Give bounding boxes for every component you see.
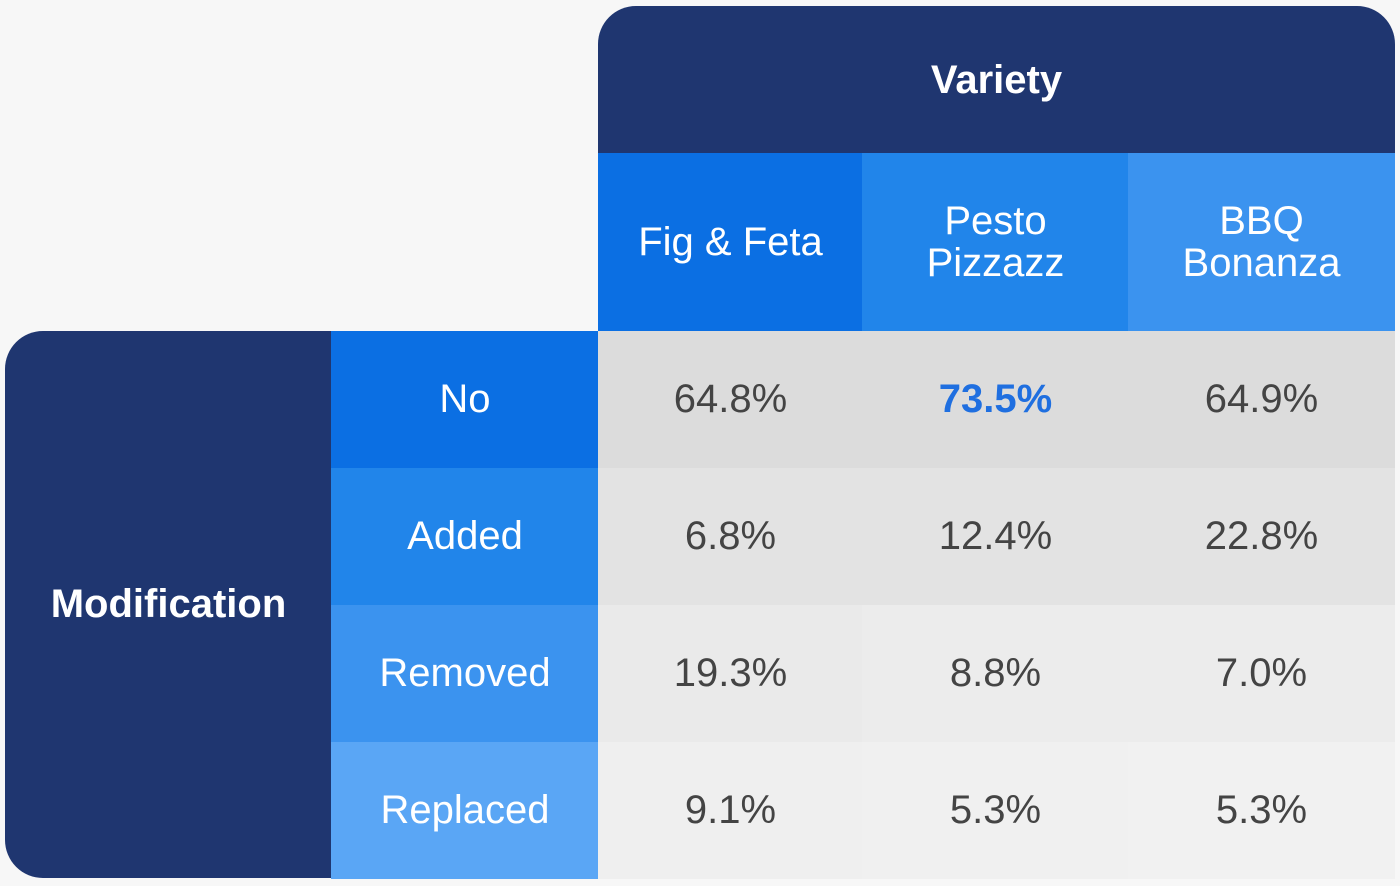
cell-no-col3: 64.9% <box>1128 331 1395 468</box>
cell-added-col2: 12.4% <box>862 468 1129 605</box>
cell-removed-col1: 19.3% <box>598 605 863 742</box>
column-header-2-line-1: Pesto <box>944 199 1047 243</box>
column-header-3-line-2: Bonanza <box>1182 241 1341 285</box>
cell-removed-col3: 7.0% <box>1128 605 1395 742</box>
variety-label: Variety <box>930 57 1063 102</box>
cell-added-col3: 22.8% <box>1128 468 1395 605</box>
row-header-removed: Removed <box>331 605 599 742</box>
column-header-1-line-1: Fig & Feta <box>638 220 823 264</box>
cell-replaced-col1: 9.1% <box>598 742 863 879</box>
cell-added-col1: 6.8% <box>598 468 863 605</box>
row-header-no: No <box>331 331 599 468</box>
column-header-2: Pesto Pizzazz <box>862 153 1129 331</box>
variety-group-header: Variety <box>598 6 1395 154</box>
modification-label: Modification <box>50 582 287 626</box>
cell-no-col1: 64.8% <box>598 331 863 468</box>
row-header-added: Added <box>331 468 599 605</box>
column-header-3: BBQ Bonanza <box>1128 153 1395 331</box>
column-header-3-line-1: BBQ <box>1219 199 1304 243</box>
row-header-replaced: Replaced <box>331 742 599 879</box>
modification-group-header: Modification <box>5 331 332 878</box>
cell-removed-col2: 8.8% <box>862 605 1129 742</box>
column-header-2-line-2: Pizzazz <box>926 241 1065 285</box>
cell-no-col2: 73.5% <box>862 331 1129 468</box>
cell-replaced-col2: 5.3% <box>862 742 1129 879</box>
cell-replaced-col3: 5.3% <box>1128 742 1395 879</box>
column-header-1: Fig & Feta <box>598 153 863 331</box>
